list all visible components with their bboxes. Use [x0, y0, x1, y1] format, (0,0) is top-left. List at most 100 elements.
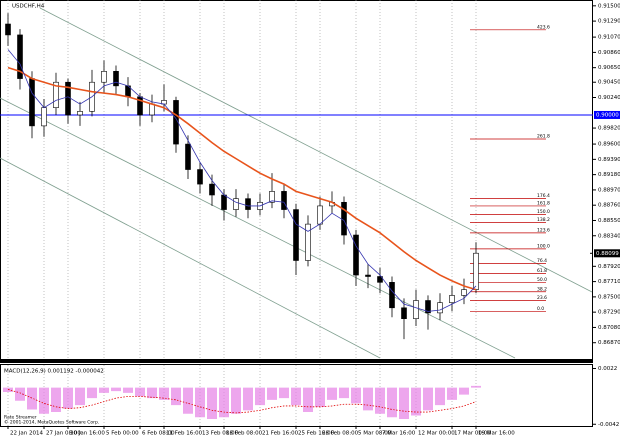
y-tick-label: 0.91500 [598, 3, 620, 9]
candle-body [149, 103, 155, 116]
candle-body [209, 183, 215, 196]
last-price-label: 0.88099 [596, 251, 619, 257]
candle-body [461, 289, 467, 296]
candle-body [77, 111, 83, 116]
y-tick-label: 0.89180 [598, 172, 620, 178]
x-tick-label: 22 Jan 2014 [10, 431, 43, 437]
fib-label: 23.6 [537, 295, 547, 301]
candle-body [245, 198, 251, 210]
macd-title: MACD(12,26,9) 0.001192 -0.000042 [4, 369, 104, 375]
x-tick-label: 27 Jan 08:00 [46, 431, 81, 437]
x-tick-label: 13 Feb 08:00 [202, 431, 239, 437]
fib-label: 100.0 [537, 243, 550, 249]
fib-label: 38.2 [537, 286, 547, 292]
y-tick-label: 0.88970 [598, 187, 620, 193]
candle-body [173, 100, 179, 145]
moving-average [7, 49, 477, 312]
y-tick-label: 0.88340 [598, 233, 620, 239]
macd-y-tick-label: 0.0022 [598, 366, 617, 372]
fib-label: 150.0 [537, 209, 550, 215]
y-tick-label: 0.87500 [598, 294, 620, 300]
y-tick-label: 0.86870 [598, 340, 620, 346]
x-tick-label: 5 Feb 00:00 [106, 431, 139, 437]
fib-label: 123.6 [537, 227, 550, 233]
x-tick-label: 21 Feb 16:00 [262, 431, 299, 437]
candle-body [425, 300, 431, 314]
y-tick-label: 0.87290 [598, 310, 620, 316]
candle-body [17, 34, 23, 79]
y-tick-label: 0.91290 [598, 19, 620, 25]
candle-body [185, 143, 191, 170]
macd-signal [7, 389, 477, 414]
candle-body [341, 201, 347, 236]
fib-label: 0.0 [537, 306, 544, 312]
candle-body [41, 107, 47, 127]
candle-body [53, 81, 59, 108]
candle-body [389, 282, 395, 309]
candle-body [317, 205, 323, 225]
level-label: 0.90000 [596, 112, 619, 118]
fib-label: 261.8 [537, 133, 550, 139]
x-tick-label: 30 Jan 16:00 [70, 431, 105, 437]
x-tick-label: 11 Feb 16:00 [166, 431, 203, 437]
channel-line [39, 7, 593, 293]
fib-label: 161.8 [537, 200, 550, 206]
candle-body [353, 234, 359, 276]
x-tick-label: 28 Feb 08:00 [322, 431, 359, 437]
candle-body [101, 71, 107, 83]
candle-body [413, 300, 419, 320]
macd-y-tick-label: -0.0042 [598, 422, 619, 428]
candle-body [5, 23, 11, 36]
fib-label: 76.4 [537, 258, 547, 264]
y-tick-label: 0.89600 [598, 142, 620, 148]
y-tick-label: 0.90650 [598, 65, 620, 71]
fib-label: 176.4 [537, 193, 550, 199]
last-price-box [594, 249, 620, 258]
y-tick-label: 0.90450 [598, 80, 620, 86]
pane-separator [0, 360, 593, 363]
candle-body [437, 302, 443, 314]
x-tick-label: 6 Feb 08:00 [142, 431, 175, 437]
candle-body [401, 307, 407, 320]
y-tick-label: 0.90860 [598, 50, 620, 56]
candle-body [281, 191, 287, 210]
candle-body [221, 194, 227, 210]
channel-line [0, 157, 381, 359]
candle-body [305, 223, 311, 261]
y-tick-label: 0.88760 [598, 203, 620, 209]
x-tick-label: 7 Mar 16:00 [382, 431, 416, 437]
fib-label: 61.8 [537, 268, 547, 274]
candle-body [293, 209, 299, 261]
y-tick-label: 0.91070 [598, 35, 620, 41]
fib-label: 423.6 [537, 24, 550, 30]
candle-body [377, 276, 383, 283]
channel [0, 7, 593, 359]
candle-body [365, 274, 371, 277]
footer-text: © 2001-2014, MetaQuotes Software Corp. [4, 419, 99, 426]
x-tick-label: 17 Mar 00:00 [454, 431, 491, 437]
y-tick-label: 0.89820 [598, 126, 620, 132]
x-tick-label: 18 Feb 08:00 [226, 431, 263, 437]
x-tick-label: 25 Feb 16:00 [298, 431, 335, 437]
candle-body [473, 252, 479, 290]
x-tick-label: 12 Mar 00:00 [418, 431, 455, 437]
y-tick-label: 0.88550 [598, 218, 620, 224]
y-tick-label: 0.87920 [598, 264, 620, 270]
channel-line [0, 97, 516, 359]
y-tick-label: 0.87710 [598, 279, 620, 285]
candle-body [113, 71, 119, 87]
candle-body [449, 295, 455, 303]
footer-text: Rate Streamer [4, 415, 37, 421]
candle-body [233, 198, 239, 210]
chart-title: USDCHF,H4 [12, 4, 45, 10]
candle-body [29, 78, 35, 127]
y-tick-label: 0.89390 [598, 157, 620, 163]
x-tick-label: 5 Mar 08:00 [358, 431, 392, 437]
candle-body [197, 169, 203, 185]
fib-label: 138.2 [537, 217, 550, 223]
moving-average [7, 66, 477, 291]
candle-body [269, 191, 275, 203]
fib-label: 50.0 [537, 277, 547, 283]
x-tick-label: 19 Mar 16:00 [478, 431, 515, 437]
